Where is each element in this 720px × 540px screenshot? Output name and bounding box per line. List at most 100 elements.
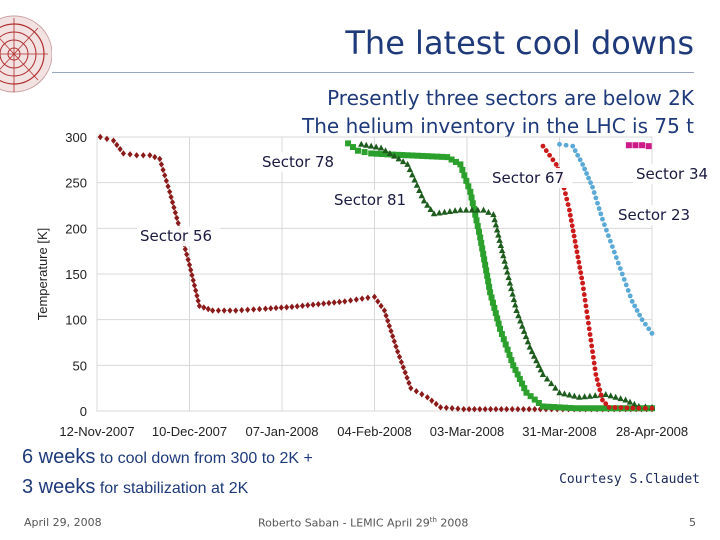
data-point — [262, 305, 269, 312]
data-point — [602, 222, 607, 228]
data-point — [467, 188, 474, 195]
data-point — [411, 176, 418, 183]
data-point — [588, 180, 593, 186]
x-tick-label: 03-Mar-2008 — [430, 424, 504, 439]
label-sector-78: Sector 78 — [259, 152, 343, 172]
data-point — [556, 389, 563, 396]
data-point — [382, 147, 389, 154]
data-point — [573, 405, 580, 412]
data-point — [510, 296, 518, 303]
label-sector-34: Sector 34 — [633, 164, 717, 184]
data-point — [629, 299, 635, 304]
data-point — [462, 206, 470, 213]
data-point — [584, 171, 589, 176]
data-point — [475, 228, 482, 235]
data-point — [519, 322, 526, 329]
data-point — [163, 177, 169, 185]
label-background — [633, 164, 717, 184]
data-point — [502, 263, 510, 270]
data-point — [524, 338, 532, 345]
data-point — [455, 405, 461, 412]
data-point — [449, 405, 455, 412]
data-point — [402, 369, 408, 376]
data-point — [457, 206, 464, 213]
data-point — [553, 162, 559, 167]
data-point — [495, 320, 502, 327]
data-point — [104, 135, 110, 143]
data-point — [565, 202, 571, 207]
data-point — [172, 209, 178, 216]
data-point — [492, 221, 500, 228]
data-point — [461, 405, 467, 413]
annotation-text: Sector 78 — [262, 153, 334, 171]
data-point — [496, 236, 503, 243]
data-point — [134, 152, 140, 159]
cooldown-duration: 6 weeks — [22, 446, 96, 468]
stabilization-note: 3 weeks for stabilization at 2K — [22, 476, 248, 499]
data-point — [485, 278, 492, 285]
data-point — [273, 304, 279, 312]
data-point — [540, 143, 546, 149]
data-point — [583, 303, 589, 309]
data-point — [575, 254, 581, 260]
data-point — [165, 183, 171, 190]
data-point — [174, 214, 180, 222]
data-point — [493, 405, 499, 413]
data-point — [391, 152, 398, 159]
data-point — [593, 195, 599, 201]
x-tick-label: 12-Nov-2007 — [59, 424, 134, 439]
data-point — [186, 261, 193, 269]
data-point — [632, 142, 639, 149]
data-point — [593, 372, 599, 377]
data-point — [607, 238, 613, 244]
data-point — [484, 272, 491, 279]
data-point — [342, 298, 348, 305]
data-point — [567, 404, 574, 411]
data-point — [424, 201, 431, 208]
annotation-text: Sector 23 — [618, 206, 690, 224]
data-point — [391, 338, 397, 345]
data-point — [201, 304, 207, 311]
data-point — [395, 155, 402, 162]
data-point — [413, 388, 419, 395]
data-point — [147, 152, 153, 159]
data-point — [289, 303, 295, 311]
label-background — [331, 190, 415, 210]
data-point — [612, 393, 619, 400]
data-point — [516, 376, 523, 383]
data-point — [600, 216, 605, 222]
data-point — [611, 249, 617, 255]
data-point — [418, 192, 425, 199]
data-point — [117, 145, 123, 153]
data-point — [385, 317, 391, 325]
data-point — [604, 227, 609, 233]
data-point — [404, 152, 411, 159]
data-point — [345, 140, 352, 147]
data-point — [595, 405, 602, 412]
data-point — [512, 366, 519, 373]
data-point — [371, 293, 378, 301]
data-point — [550, 404, 557, 411]
data-point — [548, 380, 555, 387]
data-point — [590, 184, 595, 190]
data-point — [495, 231, 502, 238]
data-point — [563, 142, 569, 148]
data-point — [510, 362, 517, 369]
data-point — [97, 133, 103, 141]
data-point — [396, 353, 403, 361]
data-point — [639, 317, 645, 323]
data-point — [545, 403, 552, 410]
data-point — [588, 337, 594, 343]
data-point — [299, 302, 306, 309]
data-point — [552, 384, 559, 391]
data-point — [543, 375, 551, 382]
label-sector-67: Sector 67 — [489, 168, 573, 188]
data-point — [215, 307, 222, 314]
data-point — [158, 161, 165, 168]
data-point — [550, 157, 556, 163]
data-point — [500, 336, 507, 343]
series-sector-34 — [625, 142, 652, 150]
data-point — [491, 216, 498, 223]
courtesy-credit: Courtesy S.Claudet — [559, 472, 700, 487]
data-point — [278, 304, 284, 311]
